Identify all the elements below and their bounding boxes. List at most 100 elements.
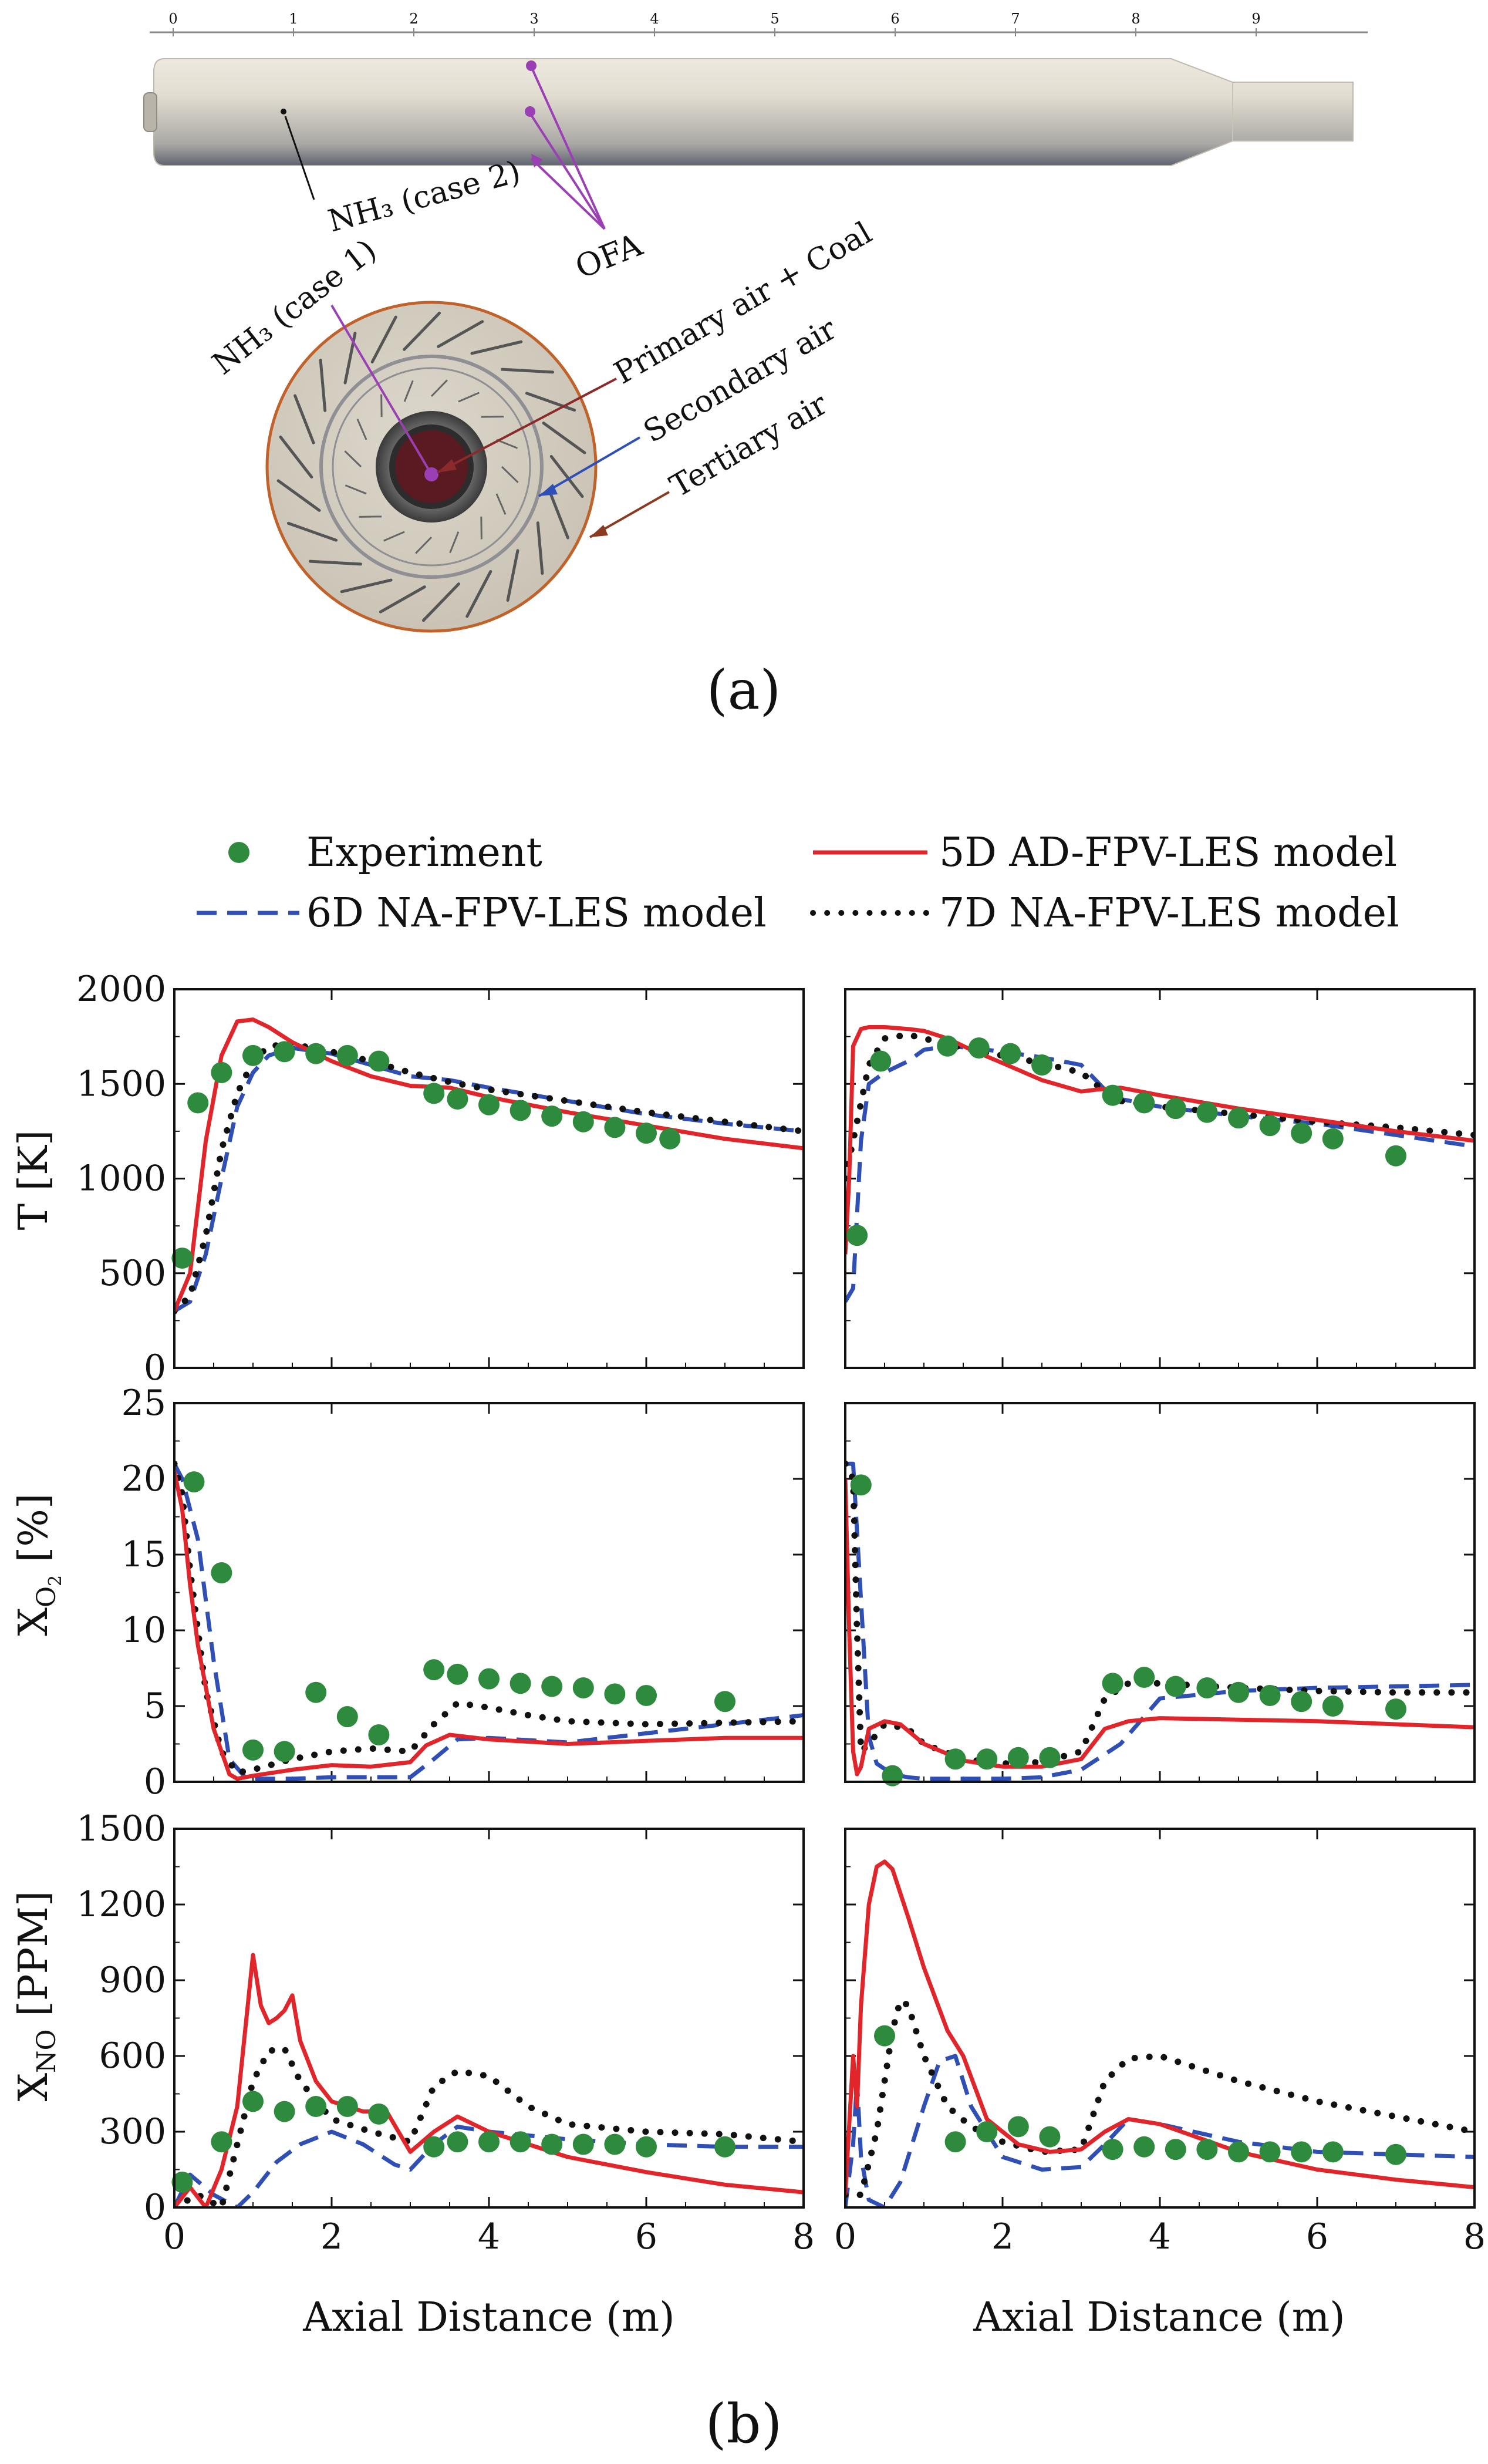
swirl-vane: [276, 479, 321, 512]
panel-b-caption: (b): [706, 2392, 782, 2455]
experiment-point: [1165, 1098, 1186, 1120]
experiment-point: [636, 1123, 657, 1144]
experiment-point: [211, 2131, 232, 2153]
experiment-point: [968, 1037, 990, 1059]
experiment-point: [447, 1088, 468, 1110]
chart-T_case2: [844, 988, 1476, 1369]
experiment-point: [541, 2133, 563, 2155]
y-tick-label: 900: [99, 1960, 166, 2001]
tertiary-air-arrowhead: [590, 525, 608, 537]
ofa-label: OFA: [570, 226, 647, 286]
x-tick-label: 6: [635, 2216, 657, 2257]
y-tick-label: 20: [122, 1458, 166, 1499]
furnace-body: [153, 58, 1354, 166]
experiment-point: [1291, 1123, 1312, 1144]
swirl-vane: [340, 578, 393, 594]
series-na6-line: [845, 1461, 1474, 1781]
experiment-point: [1133, 1666, 1155, 1688]
secondary-air-arrow: [538, 436, 641, 497]
y-tick-label: 0: [144, 2187, 166, 2228]
experiment-point: [604, 2133, 626, 2155]
series-ad5-line: [845, 1859, 1474, 2195]
experiment-point: [1133, 1092, 1155, 1114]
ruler-tick-label: 4: [650, 11, 659, 27]
experiment-point: [447, 2131, 468, 2153]
primary-air-coal-core: [395, 430, 468, 503]
y-tick-label: 15: [122, 1534, 166, 1575]
swirl-vane: [548, 489, 569, 540]
swirl-vane-inner: [356, 419, 367, 440]
swirl-vane: [506, 549, 519, 602]
experiment-point: [541, 1676, 563, 1697]
series-na6-line: [174, 1046, 804, 1313]
series-ad5-line: [845, 1025, 1474, 1255]
swirl-vane: [465, 570, 492, 618]
experiment-point: [1228, 2141, 1249, 2163]
experiment-point: [242, 2091, 264, 2112]
experiment-point: [1322, 1128, 1344, 1150]
swirl-vane: [308, 559, 362, 566]
experiment-point: [1007, 2116, 1029, 2138]
series-na7-line: [845, 1997, 1474, 2198]
x-tick-label: 8: [1463, 2216, 1486, 2257]
series-na7-line: [174, 1041, 804, 1314]
burner-nozzle: [143, 92, 157, 132]
y-tick-label: 1500: [76, 1808, 166, 1849]
experiment-point: [211, 1061, 232, 1083]
experiment-point: [572, 1677, 594, 1699]
experiment-point: [976, 1748, 998, 1770]
ofa-arrowhead: [531, 154, 543, 167]
experiment-point: [1228, 1107, 1249, 1129]
experiment-point: [187, 1092, 209, 1114]
experiment-point: [183, 1471, 205, 1493]
experiment-point: [305, 2096, 327, 2117]
experiment-point: [1385, 1698, 1406, 1720]
experiment-point: [846, 1225, 868, 1246]
ruler-tick-label: 3: [529, 11, 538, 27]
swirl-vane-inner: [449, 531, 460, 554]
swirl-vane: [286, 521, 338, 542]
experiment-point: [336, 2096, 358, 2117]
swirl-vane-inner: [345, 484, 367, 495]
series-ad5-line: [174, 1471, 804, 1781]
series-na6-line: [174, 1462, 804, 1781]
y-tick-label: 0: [144, 1761, 166, 1802]
experiment-point: [944, 1748, 966, 1770]
ruler-tick-label: 0: [168, 11, 177, 27]
legend-na7-label: 7D NA-FPV-LES model: [939, 890, 1399, 936]
series-na7-line: [174, 1460, 804, 1776]
experiment-point: [171, 1247, 193, 1269]
ylabel-xo2-sub: O: [32, 1586, 62, 1607]
experiment-point: [636, 1684, 657, 1706]
ofa-leader-3: [530, 157, 606, 230]
plot-frame: [844, 1828, 1476, 2209]
experiment-point: [1102, 2139, 1123, 2160]
experiment-point: [1385, 1145, 1406, 1167]
swirl-vane-inner: [415, 536, 433, 554]
ofa-leader-2: [530, 114, 606, 230]
chart-XNO_case2: 0 2 4 6 8: [834, 1828, 1486, 2257]
experiment-point: [423, 1083, 445, 1104]
ofa-leader-1: [531, 69, 606, 230]
plot-frame: [844, 988, 1476, 1369]
swirl-vane-inner: [403, 380, 414, 402]
ofa-marker-top: [526, 60, 537, 71]
experiment-point: [1039, 2126, 1061, 2148]
y-tick-label: 500: [99, 1253, 166, 1294]
swirl-vane: [525, 392, 576, 412]
swirl-vane: [370, 315, 397, 363]
x-tick-label: 0: [834, 2216, 856, 2257]
ruler-tick-label: 1: [289, 11, 298, 27]
series-na6-line: [845, 1044, 1474, 1303]
y-tick-label: 5: [144, 1686, 166, 1727]
nh3-case2-leader: [284, 116, 315, 200]
ruler-tick-label: 6: [890, 11, 899, 27]
ruler-ticks: 0 1 2 3 4 5 6 7 8 9: [168, 11, 1261, 36]
experiment-point: [274, 1041, 295, 1063]
experiment-point: [572, 1111, 594, 1132]
chart-XO2_case2: [844, 1402, 1476, 1787]
chart-XO2_case1: 0 5 10 15 20 25: [122, 1383, 805, 1802]
x-tick-label: 8: [792, 2216, 815, 2257]
nh3-case2-label: NH₃ (case 2): [325, 154, 524, 240]
experiment-point: [1007, 1747, 1029, 1768]
